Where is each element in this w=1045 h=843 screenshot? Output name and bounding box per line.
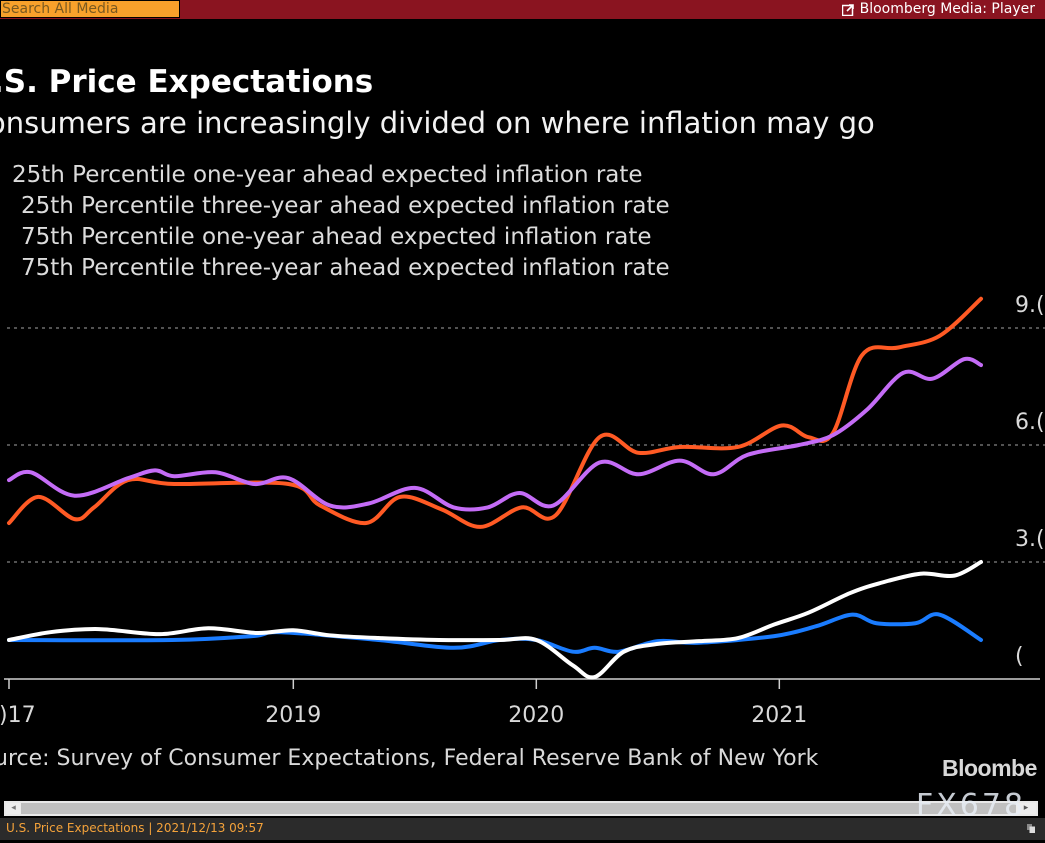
x-tick-label: 2020 [508,703,564,728]
legend-item: 75th Percentile three-year ahead expecte… [21,255,670,281]
series-line-3 [7,356,983,512]
external-link-icon [841,3,854,16]
legend-item: 25th Percentile one-year ahead expected … [12,162,643,188]
series-line-2 [7,296,983,529]
x-tick-label: 2021 [751,703,807,728]
x-tick-label: )17 [0,703,36,728]
series-line-0 [7,560,983,680]
horizontal-scrollbar[interactable]: ◂ ▸ [4,801,1038,816]
chart-subtitle: onsumers are increasingly divided on whe… [0,106,875,140]
watermark: FX678 [916,788,1027,823]
copy-icon[interactable] [1027,824,1035,833]
search-input[interactable]: Search All Media [0,0,180,18]
bloomberg-logo: Bloombe [942,755,1037,781]
y-tick-label: 9.( [1015,293,1045,318]
top-bar: Search All Media Bloomberg Media: Player [0,0,1045,19]
scroll-right-arrow-icon[interactable]: ▸ [1016,803,1036,814]
scroll-left-arrow-icon[interactable]: ◂ [6,803,21,814]
y-tick-label: ( [1015,644,1024,669]
x-tick-label: 2019 [265,703,321,728]
media-player-link[interactable]: Bloomberg Media: Player [841,0,1035,19]
y-tick-label: 3.( [1015,527,1045,552]
status-bar: U.S. Price Expectations | 2021/12/13 09:… [0,818,1045,840]
legend-item: 25th Percentile three-year ahead expecte… [21,193,670,219]
chart-title: .S. Price Expectations [0,64,374,100]
y-tick-label: 6.( [1015,410,1045,435]
chart-source: urce: Survey of Consumer Expectations, F… [0,746,819,771]
status-text: U.S. Price Expectations | 2021/12/13 09:… [6,821,264,835]
legend-item: 75th Percentile one-year ahead expected … [21,224,652,250]
player-label: Bloomberg Media: Player [859,1,1035,17]
